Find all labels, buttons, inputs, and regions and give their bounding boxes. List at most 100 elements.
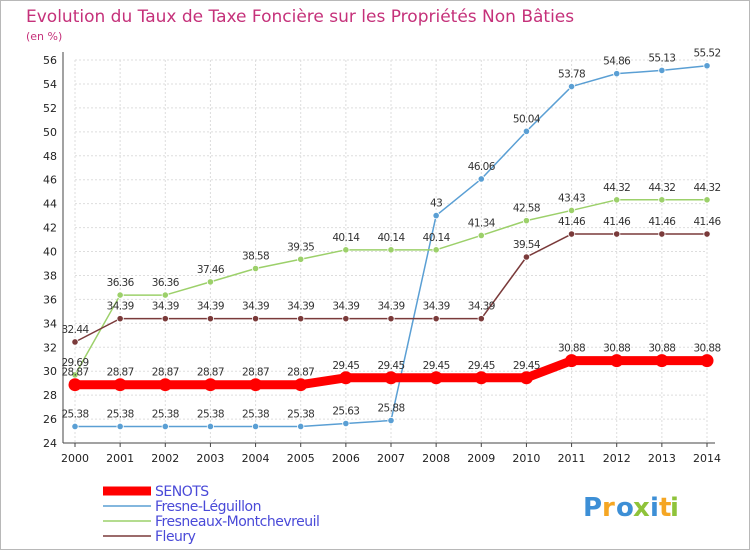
data-point-fleury: [658, 230, 666, 238]
y-tick-label: 30: [43, 365, 57, 378]
data-point-senots: [474, 371, 488, 385]
y-tick-label: 50: [43, 126, 57, 139]
data-point-fresneaux-montchevreuil: [206, 278, 215, 286]
data-labels: 25.38 25.38 25.38 25.38 25.38 25.38 25.63 25.88…: [61, 48, 722, 421]
data-point-fleury: [477, 315, 485, 323]
y-tick-label: 38: [43, 269, 57, 282]
data-point-fresne-leguillon: [613, 70, 621, 78]
data-label-fresne-leguillon: 25.88: [377, 402, 404, 414]
series-group: [68, 62, 714, 431]
data-label-fleury: 34.39: [152, 301, 179, 313]
x-tick-label: 2011: [558, 452, 586, 465]
data-label-fresneaux-montchevreuil: 38.58: [242, 250, 269, 262]
data-label-fresne-leguillon: 55.13: [648, 52, 675, 64]
data-label-senots: 28.87: [197, 367, 224, 379]
data-point-fresne-leguillon: [477, 175, 485, 183]
data-label-fresne-leguillon: 25.38: [107, 408, 134, 420]
data-label-fleury: 39.54: [513, 239, 541, 251]
data-point-fresne-leguillon: [116, 422, 124, 431]
data-label-senots: 30.88: [558, 343, 585, 355]
data-label-fresneaux-montchevreuil: 43.43: [558, 192, 585, 204]
x-tick-label: 2003: [196, 452, 224, 465]
data-point-senots: [519, 371, 533, 385]
data-point-fresneaux-montchevreuil: [658, 196, 666, 204]
y-tick-label: 46: [43, 174, 57, 187]
data-label-fresneaux-montchevreuil: 44.32: [603, 182, 630, 194]
logo-letter: i: [650, 493, 659, 523]
data-point-fresneaux-montchevreuil: [161, 291, 169, 299]
logo-letter: t: [659, 493, 671, 523]
data-point-fresne-leguillon: [703, 62, 711, 70]
data-label-fleury: 34.39: [287, 301, 314, 313]
data-point-fresne-leguillon: [567, 82, 576, 91]
data-label-senots: 28.87: [242, 367, 269, 379]
data-label-fresneaux-montchevreuil: 44.32: [648, 182, 675, 194]
data-point-fleury: [116, 315, 124, 323]
legend-label: Fresne-Léguillon: [155, 499, 261, 515]
data-label-senots: 30.88: [648, 343, 675, 355]
data-label-fleury: 34.39: [242, 301, 269, 313]
data-label-fresneaux-montchevreuil: 29.69: [61, 357, 88, 369]
data-point-senots: [203, 378, 217, 392]
x-tick-label: 2009: [467, 452, 495, 465]
data-point-fresneaux-montchevreuil: [342, 246, 350, 254]
data-point-fleury: [567, 230, 576, 238]
data-point-fleury: [206, 315, 215, 323]
data-label-senots: 28.87: [61, 367, 88, 379]
x-tick-label: 2008: [422, 452, 450, 465]
data-point-fresne-leguillon: [161, 422, 169, 431]
y-tick-label: 42: [43, 222, 57, 235]
data-label-fleury: 34.39: [468, 301, 495, 313]
data-point-senots: [158, 378, 172, 392]
data-point-fresneaux-montchevreuil: [703, 196, 711, 204]
data-point-fresne-leguillon: [342, 419, 350, 428]
data-label-senots: 29.45: [468, 360, 495, 372]
data-label-fresneaux-montchevreuil: 36.36: [152, 277, 180, 289]
data-point-senots: [249, 378, 263, 392]
data-label-senots: 28.87: [287, 367, 314, 379]
data-label-fresneaux-montchevreuil: 36.36: [107, 277, 135, 289]
x-tick-label: 2006: [332, 452, 360, 465]
x-tick-label: 2007: [377, 452, 405, 465]
legend-label: SENOTS: [155, 484, 209, 500]
logo-letter: x: [633, 493, 650, 523]
y-tick-label: 24: [43, 437, 57, 450]
data-point-fresneaux-montchevreuil: [297, 255, 305, 263]
data-point-fresneaux-montchevreuil: [477, 231, 485, 240]
data-point-fresneaux-montchevreuil: [432, 246, 440, 254]
data-point-fleury: [71, 338, 79, 346]
data-point-fleury: [613, 230, 621, 238]
data-label-senots: 28.87: [107, 367, 134, 379]
data-point-fleury: [703, 230, 711, 238]
y-tick-label: 48: [43, 150, 57, 163]
axes: 24 26 28 30 32 34 36 38 40 42 44 46 48 50 52 54 56 2000 20…: [43, 52, 721, 465]
data-point-fresneaux-montchevreuil: [71, 371, 79, 379]
x-tick-label: 2000: [61, 452, 89, 465]
data-point-senots: [655, 354, 669, 368]
data-point-fresne-leguillon: [522, 127, 531, 135]
data-label-fresneaux-montchevreuil: 44.32: [693, 182, 720, 194]
y-tick-label: 32: [43, 341, 57, 354]
legend-label: Fleury: [155, 529, 196, 545]
data-label-senots: 29.45: [377, 360, 404, 372]
data-label-fleury: 34.39: [197, 301, 224, 313]
data-point-fresne-leguillon: [387, 416, 395, 425]
data-point-fresne-leguillon: [297, 422, 305, 431]
data-point-fleury: [297, 315, 305, 323]
data-label-fleury: 34.39: [377, 301, 404, 313]
data-label-fleury: 34.39: [332, 301, 359, 313]
data-point-fresne-leguillon: [432, 211, 440, 220]
data-point-fresneaux-montchevreuil: [613, 196, 621, 204]
data-label-fresneaux-montchevreuil: 39.35: [287, 241, 314, 253]
data-point-senots: [700, 354, 714, 368]
data-label-senots: 30.88: [603, 343, 630, 355]
x-tick-label: 2002: [151, 452, 179, 465]
data-point-fresneaux-montchevreuil: [387, 246, 395, 254]
data-label-fleury: 32.44: [61, 324, 89, 336]
data-point-senots: [68, 378, 82, 392]
data-label-fresne-leguillon: 25.38: [287, 408, 314, 420]
x-tick-label: 2004: [242, 452, 270, 465]
data-label-fleury: 41.46: [648, 216, 676, 228]
data-label-fresneaux-montchevreuil: 40.14: [377, 232, 405, 244]
logo-letter: i: [670, 493, 679, 523]
